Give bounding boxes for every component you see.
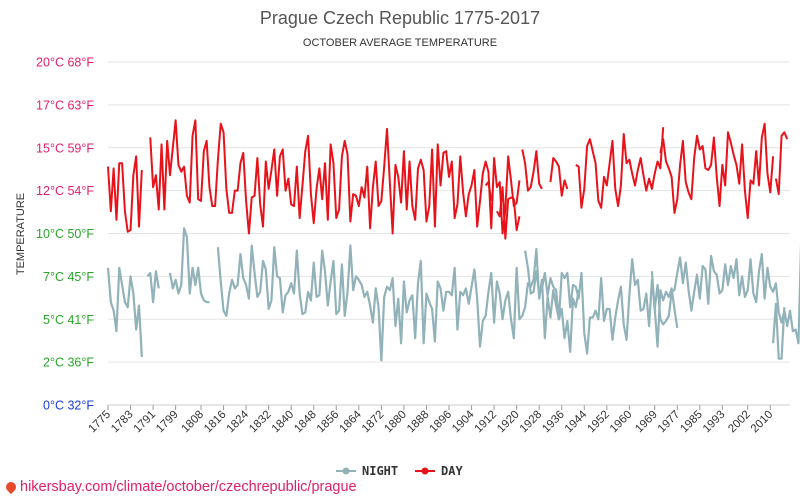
x-tick-label: 1816 xyxy=(202,409,229,436)
chart-title: Prague Czech Republic 1775-2017 xyxy=(260,8,540,28)
series-line-day xyxy=(521,149,543,192)
x-tick-label: 1904 xyxy=(450,408,477,435)
x-tick-label: 1952 xyxy=(585,409,612,436)
legend-day-label: DAY xyxy=(441,464,463,478)
y-tick-label: 15°C 59°F xyxy=(36,141,94,155)
x-tick-label: 1896 xyxy=(428,409,455,436)
x-tick-label: 1880 xyxy=(382,409,409,436)
series-line-night xyxy=(146,270,160,304)
x-tick-label: 1993 xyxy=(701,409,728,436)
y-tick-label: 0°C 32°F xyxy=(43,399,94,413)
series-line-night xyxy=(216,244,580,362)
y-axis-label: TEMPERATURE xyxy=(15,193,27,275)
x-tick-label: 1783 xyxy=(109,409,136,436)
source-url-text: hikersbay.com/climate/october/czechrepub… xyxy=(20,479,357,495)
x-tick-label: 1864 xyxy=(337,408,364,435)
series-line-night xyxy=(168,227,210,304)
x-tick-label: 1791 xyxy=(132,409,159,436)
legend-night-marker xyxy=(342,467,350,475)
x-tick-label: 1799 xyxy=(154,409,181,436)
series-line-night xyxy=(106,266,143,358)
y-tick-label: 12°C 54°F xyxy=(36,184,94,198)
series-line-night xyxy=(771,302,786,360)
y-tick-label: 17°C 63°F xyxy=(36,98,94,112)
series-line-day xyxy=(659,122,775,220)
series-line-day xyxy=(774,131,789,196)
x-tick-label: 1944 xyxy=(563,408,590,435)
legend[interactable]: NIGHT DAY xyxy=(336,464,463,478)
series-line-day xyxy=(484,181,493,202)
source-link[interactable]: hikersbay.com/climate/october/czechrepub… xyxy=(3,479,357,495)
x-tick-label: 1848 xyxy=(292,409,319,436)
legend-night-label: NIGHT xyxy=(362,464,398,478)
series-line-day xyxy=(496,186,521,240)
x-tick-label: 2002 xyxy=(726,409,753,436)
y-axis-ticks: 0°C 32°F 2°C 36°F 5°C 41°F 7°C 45°F 10°C 50°… xyxy=(36,56,94,413)
legend-item-day[interactable]: DAY xyxy=(415,464,463,478)
x-tick-label: 1960 xyxy=(608,409,635,436)
series-line-day xyxy=(107,155,143,233)
x-tick-label: 2010 xyxy=(749,409,776,436)
x-tick-label: 1936 xyxy=(540,409,567,436)
series-line-day xyxy=(575,127,665,209)
x-tick-label: 1832 xyxy=(247,409,274,436)
x-tick-label: 1872 xyxy=(360,409,387,436)
series-line-night xyxy=(650,243,800,345)
x-tick-label: 1775 xyxy=(87,409,114,436)
y-tick-label: 2°C 36°F xyxy=(43,356,94,370)
x-tick-label: 1824 xyxy=(225,408,252,435)
grid-layer xyxy=(108,61,790,406)
x-tick-label: 1912 xyxy=(473,409,500,436)
x-tick-label: 1840 xyxy=(270,409,297,436)
x-axis-ticks: 1775178317911799180818161824183218401848… xyxy=(87,404,790,436)
legend-item-night[interactable]: NIGHT xyxy=(336,464,398,478)
series-layer xyxy=(106,119,800,362)
x-tick-label: 1928 xyxy=(518,409,545,436)
x-tick-label: 1808 xyxy=(180,409,207,436)
x-tick-label: 1969 xyxy=(633,409,660,436)
legend-day-marker xyxy=(421,467,429,475)
y-tick-label: 10°C 50°F xyxy=(36,227,94,241)
x-tick-label: 1977 xyxy=(656,409,683,436)
x-tick-label: 1920 xyxy=(495,409,522,436)
y-tick-label: 7°C 45°F xyxy=(43,270,94,284)
x-tick-label: 1856 xyxy=(315,409,342,436)
x-tick-label: 1888 xyxy=(405,409,432,436)
x-tick-label: 1985 xyxy=(678,409,705,436)
chart-subtitle: OCTOBER AVERAGE TEMPERATURE xyxy=(303,37,497,49)
y-tick-label: 20°C 68°F xyxy=(36,56,94,70)
series-line-day xyxy=(549,157,569,197)
y-tick-label: 5°C 41°F xyxy=(43,313,94,327)
location-pin-icon xyxy=(3,479,19,495)
series-line-day xyxy=(149,119,521,235)
